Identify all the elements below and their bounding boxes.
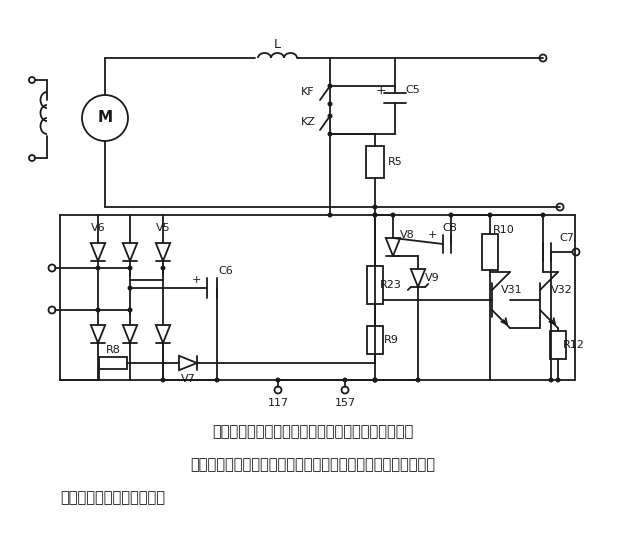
Circle shape (372, 378, 377, 382)
Circle shape (214, 378, 219, 382)
Text: 所示为放大和电压微分负反馈电路。运行时，特别是: 所示为放大和电压微分负反馈电路。运行时，特别是 (213, 425, 414, 439)
Text: C7: C7 (559, 233, 574, 243)
Circle shape (127, 266, 132, 270)
Bar (366, 146, 384, 178)
Text: +: + (376, 83, 386, 96)
Text: V31: V31 (501, 285, 523, 295)
Text: V6: V6 (91, 223, 105, 233)
Text: L: L (273, 38, 280, 51)
Polygon shape (411, 269, 425, 287)
Polygon shape (179, 356, 197, 370)
Bar (99, 357, 127, 369)
Text: V9: V9 (424, 273, 440, 283)
Circle shape (127, 307, 132, 313)
Text: R8: R8 (105, 345, 120, 355)
Text: V32: V32 (551, 285, 573, 295)
Text: R10: R10 (493, 225, 515, 235)
Circle shape (372, 213, 377, 217)
Circle shape (488, 213, 492, 217)
Text: R23: R23 (380, 280, 402, 290)
Circle shape (127, 286, 132, 291)
Circle shape (327, 83, 332, 89)
Bar (550, 331, 566, 359)
Text: KZ: KZ (300, 117, 315, 127)
Bar (367, 326, 383, 354)
Polygon shape (386, 238, 400, 256)
Polygon shape (155, 325, 170, 343)
Polygon shape (155, 243, 170, 261)
Circle shape (372, 204, 377, 209)
Circle shape (372, 213, 377, 217)
Circle shape (549, 378, 554, 382)
Text: M: M (97, 110, 113, 126)
Text: 大和电压微分负反馈电路。: 大和电压微分负反馈电路。 (60, 491, 165, 505)
Circle shape (372, 378, 377, 382)
Polygon shape (91, 325, 105, 343)
Polygon shape (91, 243, 105, 261)
Text: +: + (428, 230, 436, 240)
Circle shape (161, 266, 166, 270)
Text: 157: 157 (334, 398, 356, 408)
Circle shape (372, 378, 377, 382)
Text: C6: C6 (219, 266, 233, 276)
Circle shape (95, 266, 100, 270)
Text: KF: KF (301, 87, 315, 97)
Circle shape (540, 213, 545, 217)
Text: C5: C5 (406, 85, 420, 95)
Text: R5: R5 (387, 157, 403, 167)
Text: V8: V8 (399, 230, 414, 240)
Circle shape (416, 378, 421, 382)
Circle shape (556, 378, 561, 382)
Text: 117: 117 (268, 398, 288, 408)
Text: R12: R12 (563, 340, 585, 350)
Bar (482, 234, 498, 270)
Text: R9: R9 (384, 335, 398, 345)
Text: C8: C8 (443, 223, 458, 233)
Text: V7: V7 (181, 374, 196, 384)
Circle shape (275, 378, 280, 382)
Circle shape (82, 95, 128, 141)
Circle shape (95, 307, 100, 313)
Circle shape (327, 213, 332, 217)
Polygon shape (123, 325, 137, 343)
Bar (367, 266, 383, 304)
Circle shape (448, 213, 453, 217)
Circle shape (161, 378, 166, 382)
Polygon shape (123, 243, 137, 261)
Circle shape (327, 114, 332, 118)
Circle shape (391, 213, 396, 217)
Text: +: + (191, 275, 201, 285)
Circle shape (342, 378, 347, 382)
Circle shape (327, 131, 332, 136)
Circle shape (327, 102, 332, 107)
Text: 在低速运行时，容易产生振荡，为了避免系统发生振荡，采用放: 在低速运行时，容易产生振荡，为了避免系统发生振荡，采用放 (191, 458, 436, 472)
Text: V5: V5 (155, 223, 171, 233)
